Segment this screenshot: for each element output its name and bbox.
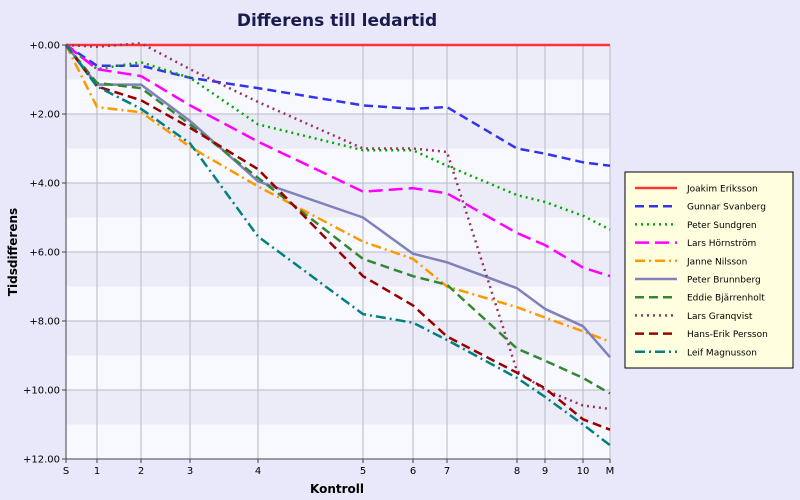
- series-line-9: [64, 44, 611, 431]
- legend-entry: Joakim Eriksson: [686, 185, 758, 195]
- plot-band: [66, 148, 610, 183]
- series-lines: [64, 42, 611, 447]
- y-tick-label: +0.00: [29, 41, 60, 52]
- plot-band: [66, 45, 610, 80]
- legend: Joakim Eriksson Gunnar Svanberg Peter Sund…: [624, 171, 794, 369]
- y-axis-label: Tidsdifferens: [6, 208, 20, 296]
- y-tick-label: +4.00: [29, 179, 60, 190]
- plot-band: [66, 321, 610, 356]
- plot-band: [66, 252, 610, 287]
- series-line-6: [65, 44, 611, 359]
- x-tick-labels: S 1 2 3 4 5 6 7 8 9 10 M: [63, 459, 615, 477]
- legend-entry: Eddie Bjärrenholt: [687, 294, 765, 304]
- plot-band: [66, 79, 610, 114]
- x-axis-label: Kontroll: [310, 482, 364, 496]
- plot-band: [66, 286, 610, 321]
- y-tick-labels: +0.00 +2.00 +4.00 +6.00 +8.00 +10.00 +12.00: [23, 41, 66, 466]
- legend-entry: Gunnar Svanberg: [687, 203, 766, 213]
- legend-entry: Leif Magnusson: [687, 348, 757, 358]
- series-line-5: [64, 44, 611, 343]
- x-tick-label: 9: [542, 466, 548, 477]
- legend-entry: Peter Brunnberg: [687, 276, 761, 286]
- x-tick-label: 6: [410, 466, 416, 477]
- series-line-8: [65, 42, 611, 411]
- x-tick-label: S: [63, 466, 69, 477]
- y-tick-label: +10.00: [23, 386, 60, 397]
- plot-band: [66, 217, 610, 252]
- legend-entry: Lars Hörnström: [687, 239, 756, 249]
- x-tick-label: 3: [187, 466, 193, 477]
- y-tick-label: +8.00: [29, 317, 60, 328]
- y-tick-label: +6.00: [29, 248, 60, 259]
- x-tick-label: 5: [360, 466, 366, 477]
- plot-band: [66, 390, 610, 425]
- x-tick-label: 10: [577, 466, 590, 477]
- legend-entry: Janne Nilsson: [686, 257, 747, 267]
- series-line-7: [65, 44, 611, 395]
- plot-band: [66, 183, 610, 218]
- legend-entry: Peter Sundgren: [687, 221, 757, 231]
- x-tick-label: M: [606, 466, 615, 477]
- x-tick-label: 4: [255, 466, 261, 477]
- legend-box: [624, 171, 794, 369]
- y-tick-label: +12.00: [23, 455, 60, 466]
- series-line-2: [65, 43, 611, 167]
- y-tick-label: +2.00: [29, 110, 60, 121]
- chart-title: Differens till ledartid: [237, 11, 437, 31]
- legend-entry: Hans-Erik Persson: [687, 330, 768, 340]
- plot-band: [66, 424, 610, 459]
- x-tick-label: 2: [138, 466, 144, 477]
- x-tick-label: 8: [514, 466, 520, 477]
- x-tick-label: 1: [94, 466, 100, 477]
- x-tick-label: 7: [444, 466, 450, 477]
- plot-band: [66, 114, 610, 149]
- legend-entry: Lars Granqvist: [687, 312, 753, 322]
